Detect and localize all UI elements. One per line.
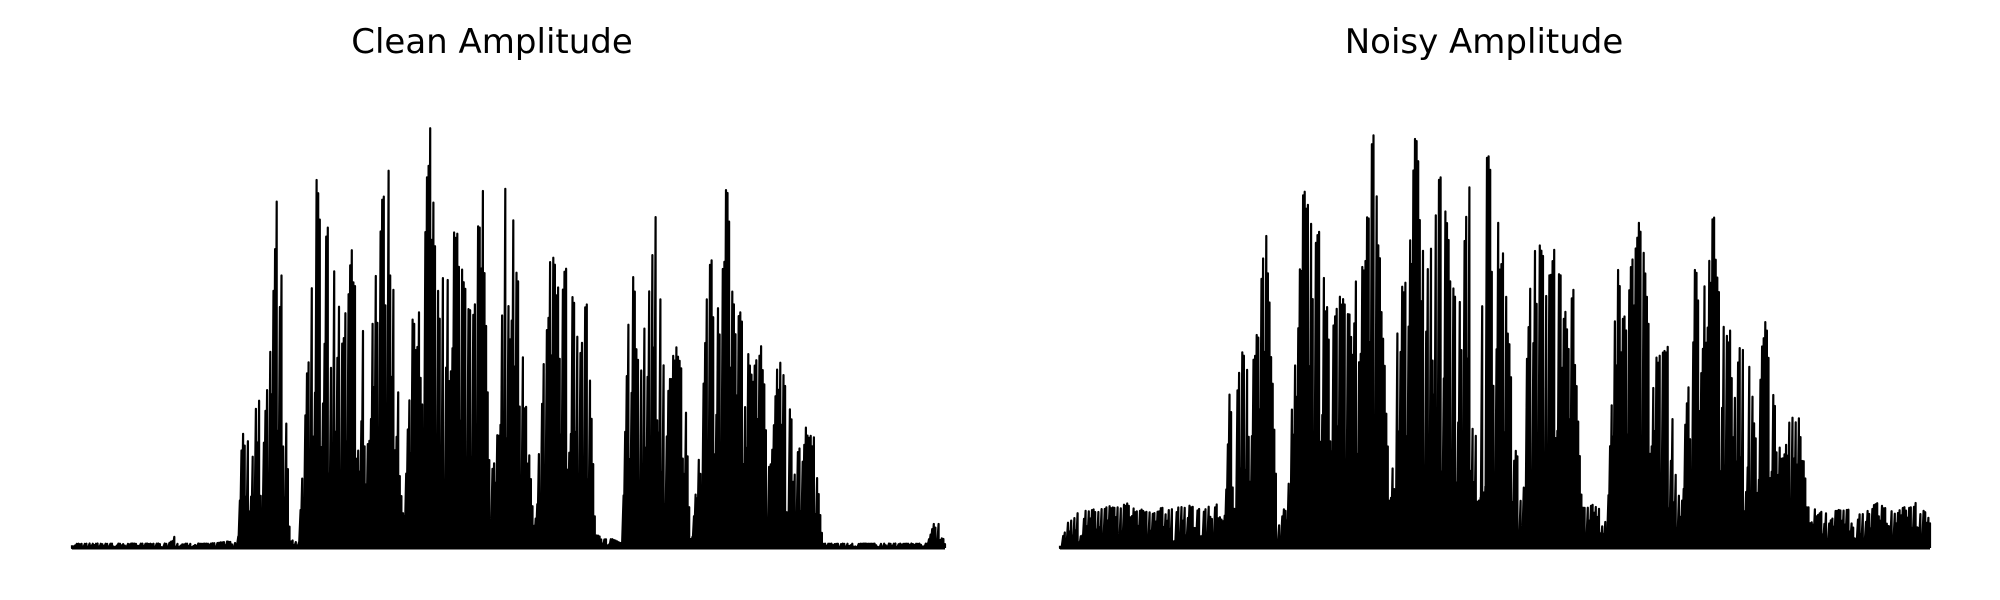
chart-title-noisy: Noisy Amplitude xyxy=(1344,22,1624,62)
waveform-series xyxy=(1058,134,1932,550)
chart-title-clean: Clean Amplitude xyxy=(351,22,633,62)
waveform-series xyxy=(70,127,947,550)
clean-amplitude-plot xyxy=(70,127,947,550)
